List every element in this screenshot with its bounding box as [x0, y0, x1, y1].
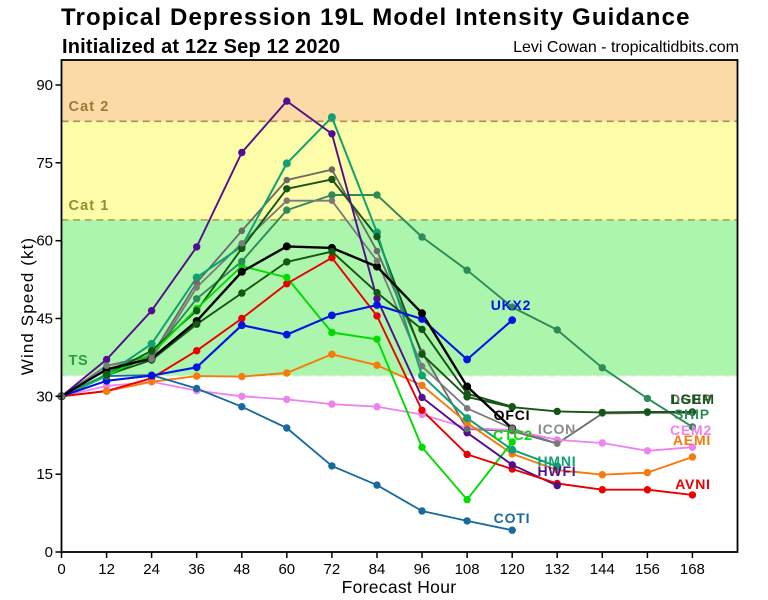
svg-text:AVNI: AVNI	[675, 476, 711, 492]
svg-text:CEM2: CEM2	[670, 422, 712, 438]
svg-text:Wind Speed (kt): Wind Speed (kt)	[18, 237, 37, 375]
svg-text:75: 75	[36, 155, 53, 172]
svg-text:132: 132	[545, 561, 570, 578]
svg-text:CTC2: CTC2	[493, 427, 533, 443]
svg-text:45: 45	[36, 311, 53, 328]
svg-text:LGEM: LGEM	[671, 391, 715, 407]
svg-text:Forecast Hour: Forecast Hour	[342, 577, 457, 597]
svg-text:48: 48	[233, 561, 250, 578]
svg-text:60: 60	[278, 561, 295, 578]
svg-text:156: 156	[635, 561, 660, 578]
svg-text:OFCI: OFCI	[494, 407, 531, 423]
svg-text:84: 84	[369, 561, 386, 578]
svg-text:Cat 2: Cat 2	[69, 99, 110, 115]
svg-text:120: 120	[500, 561, 525, 578]
svg-text:DSHP: DSHP	[670, 391, 712, 407]
svg-text:168: 168	[680, 561, 705, 578]
svg-text:30: 30	[36, 388, 53, 405]
svg-text:COTI: COTI	[494, 510, 531, 526]
svg-text:108: 108	[455, 561, 480, 578]
svg-text:15: 15	[36, 466, 53, 483]
svg-text:24: 24	[143, 561, 160, 578]
svg-text:Initialized at 12z Sep 12 2020: Initialized at 12z Sep 12 2020	[62, 36, 340, 58]
svg-text:0: 0	[45, 544, 53, 561]
svg-text:0: 0	[57, 561, 65, 578]
svg-text:Levi Cowan - tropicaltidbits.c: Levi Cowan - tropicaltidbits.com	[513, 39, 739, 56]
svg-text:Cat 1: Cat 1	[69, 198, 110, 214]
svg-text:ICON: ICON	[538, 421, 576, 437]
svg-text:90: 90	[36, 77, 53, 94]
svg-text:UKX2: UKX2	[491, 297, 532, 313]
svg-text:Tropical Depression 19L Model: Tropical Depression 19L Model Intensity …	[61, 4, 691, 31]
svg-text:AEMI: AEMI	[673, 432, 711, 448]
svg-text:SHIP: SHIP	[674, 406, 710, 422]
svg-text:36: 36	[188, 561, 205, 578]
svg-text:12: 12	[98, 561, 115, 578]
svg-text:96: 96	[414, 561, 431, 578]
svg-text:72: 72	[324, 561, 341, 578]
svg-text:60: 60	[36, 233, 53, 250]
svg-text:144: 144	[590, 561, 615, 578]
svg-text:HWFI: HWFI	[538, 463, 577, 479]
svg-text:HMNI: HMNI	[538, 453, 577, 469]
svg-text:TS: TS	[69, 353, 89, 369]
